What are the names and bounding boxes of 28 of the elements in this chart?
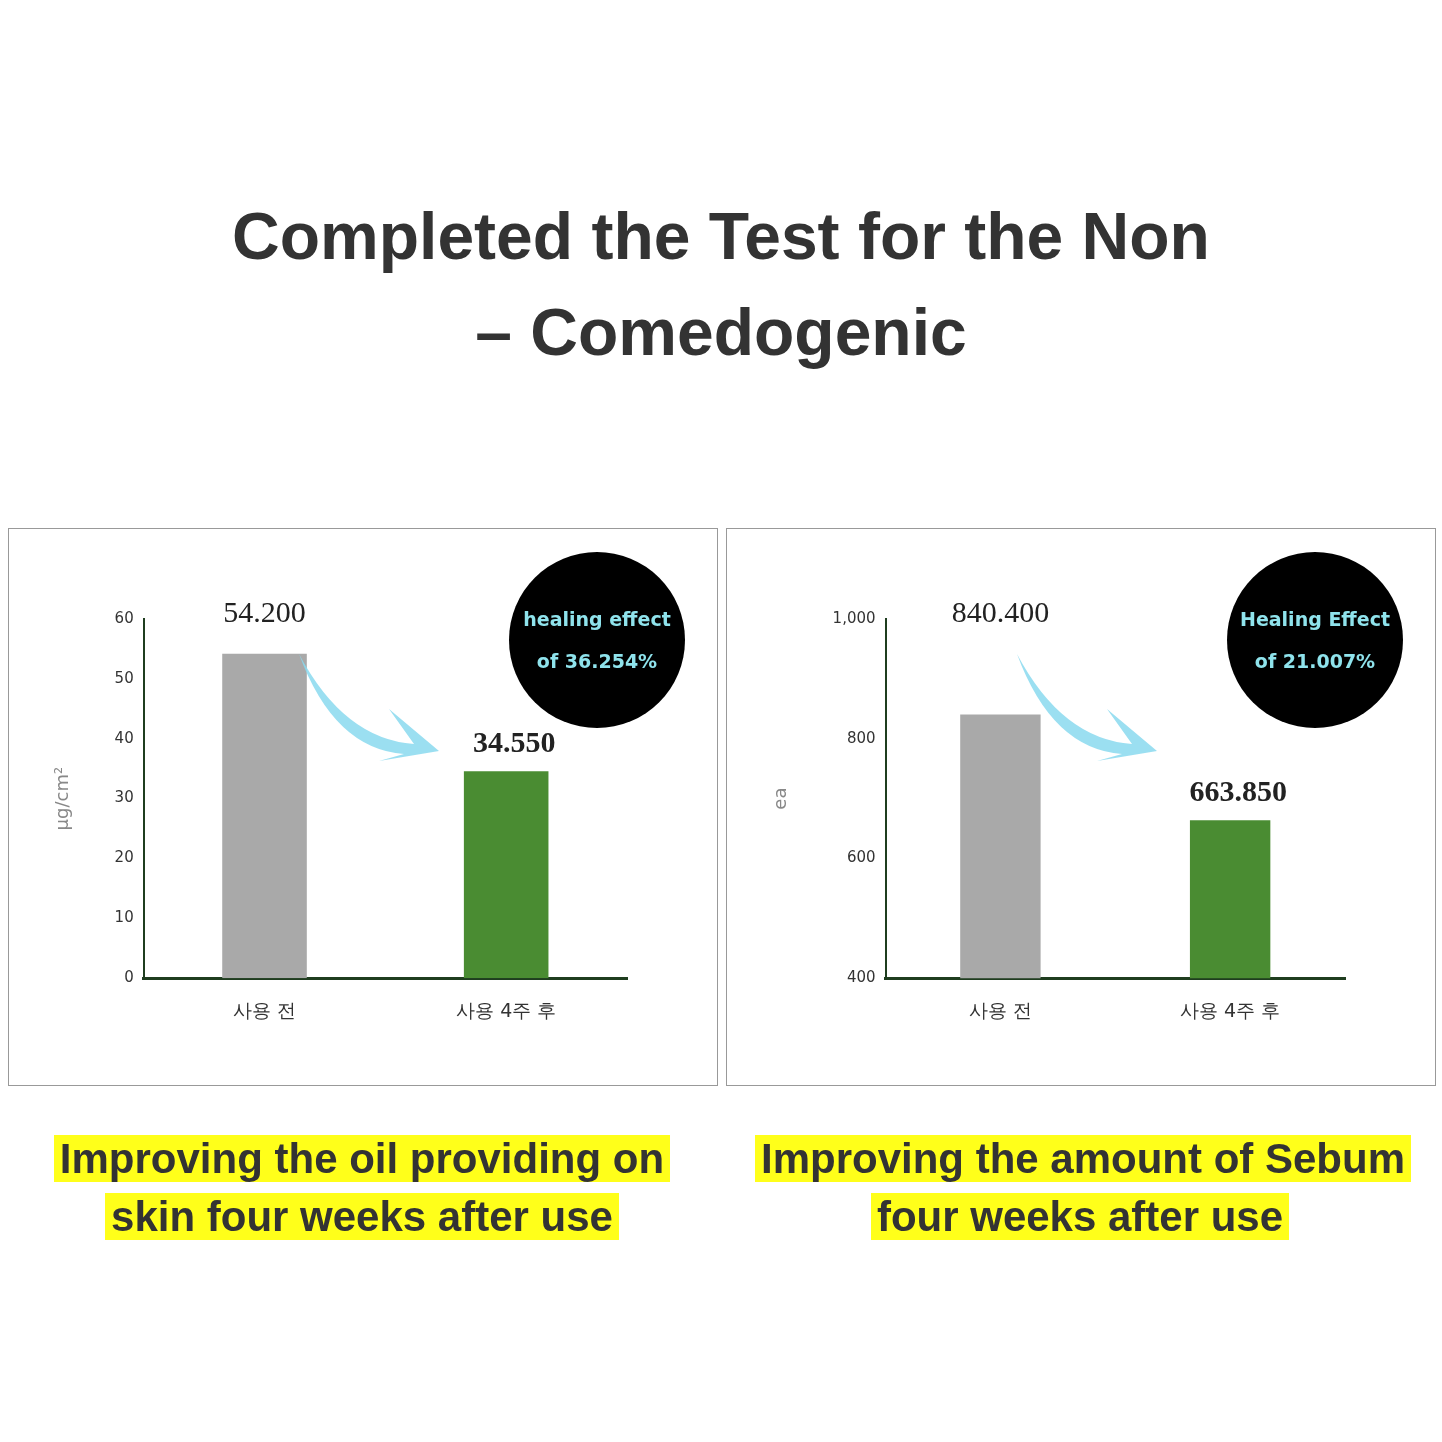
y-tick-label: 20 [114,848,134,867]
data-label: 34.550 [472,725,556,759]
y-tick-label: 60 [114,608,134,627]
badge: Healing Effect of 21.007% [1227,552,1403,728]
y-tick-label: 0 [124,968,134,987]
badge: healing effect of 36.254% [509,552,685,728]
y-tick-label: 600 [846,848,876,867]
data-label: 54.200 [223,594,306,628]
y-tick-label: 30 [114,788,134,807]
y-tick-label: 800 [846,728,876,747]
data-label: 663.850 [1189,773,1287,807]
y-tick-label: 1,000 [832,608,876,627]
y-tick-label: 40 [114,728,134,747]
annotation: healing effect of 36.254% [522,607,672,674]
y-axis-title: ea [769,787,791,810]
y-tick-label: 400 [846,968,876,987]
y-tick-label: 10 [114,908,134,927]
text: Improving the oil providing on skin four weeks after use [53,1135,671,1240]
chart-title: Completed the Test for the Non – Comedogenic [231,198,1211,371]
x-tick-label: 사용 전 [968,998,1032,1021]
annotation: Healing Effect of 21.007% [1239,607,1391,674]
x-tick-label: 사용 전 [232,998,297,1021]
y-tick-label: 50 [114,668,134,687]
y-axis-title: μg/cm² [51,766,73,831]
text: Improving the amount of Sebum four weeks after use [755,1135,1412,1240]
x-tick-label: 사용 4주 후 [456,998,557,1021]
x-tick-label: 사용 4주 후 [1180,998,1281,1021]
data-label: 840.400 [951,594,1050,628]
